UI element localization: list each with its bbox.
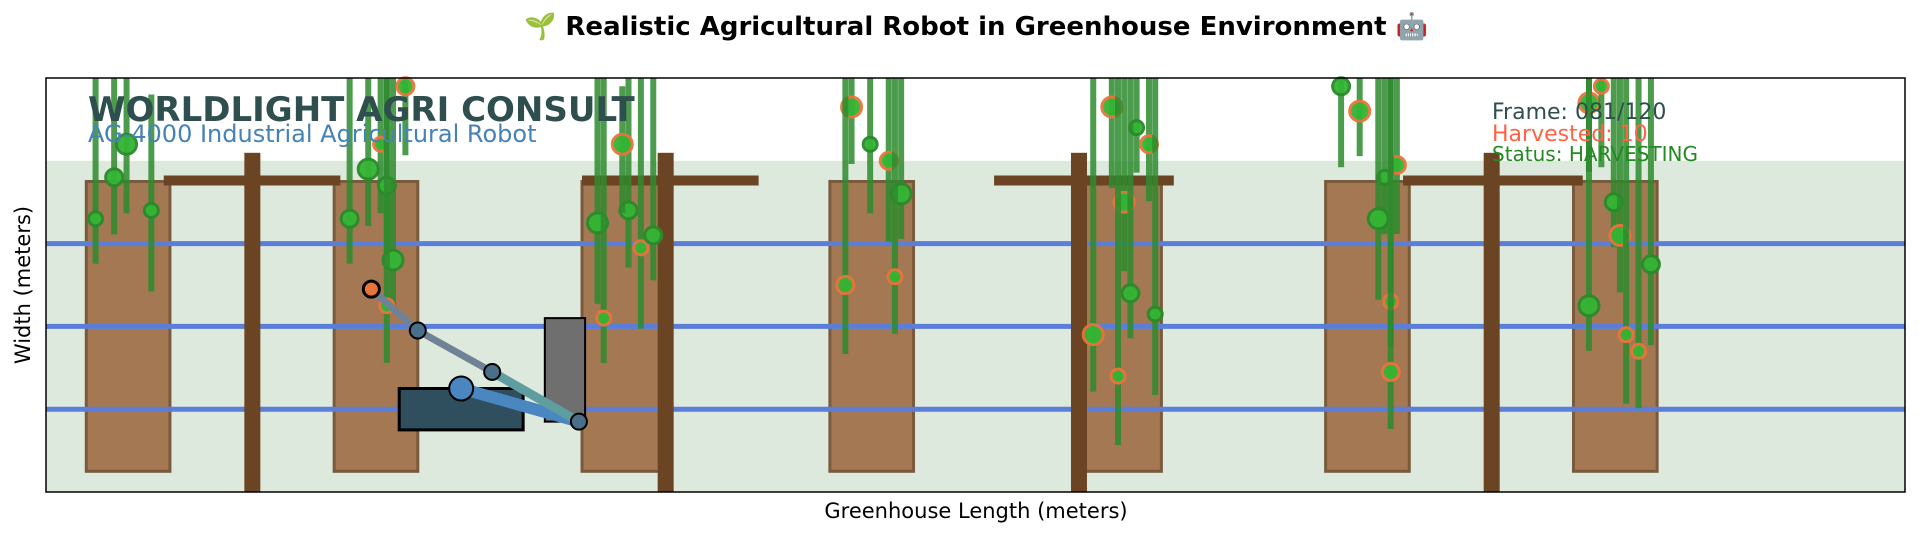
robot-joint <box>408 321 427 340</box>
chart-title: 🌱 Realistic Agricultural Robot in Greenh… <box>524 11 1428 42</box>
support-post <box>244 152 261 493</box>
robot-joint <box>569 412 588 431</box>
unripe-fruit <box>1146 305 1164 323</box>
support-crossbar <box>1403 175 1583 186</box>
ripe-fruit <box>1081 323 1105 347</box>
harvested-counter: Harvested: 10 <box>1492 122 1648 147</box>
ripe-fruit <box>1348 99 1372 123</box>
support-crossbar <box>163 175 341 186</box>
robot-joint <box>483 362 502 381</box>
ripe-fruit <box>1380 361 1401 382</box>
robot <box>361 279 588 432</box>
ripe-fruit <box>632 239 650 257</box>
ripe-fruit <box>835 275 856 295</box>
support-post <box>657 152 674 493</box>
frame-counter: Frame: 081/120 <box>1492 100 1666 125</box>
x-axis-label: Greenhouse Length (meters) <box>824 499 1127 523</box>
ripe-fruit <box>886 268 904 286</box>
robot-model: AG-4000 Industrial Agricultural Robot <box>88 120 537 148</box>
ripe-fruit <box>610 132 634 156</box>
unripe-fruit <box>142 201 160 219</box>
unripe-fruit <box>1331 76 1352 97</box>
robot-joint <box>448 375 475 402</box>
ripe-fruit <box>1617 326 1635 344</box>
unripe-fruit <box>356 157 380 181</box>
robot-forearm <box>487 367 584 427</box>
support-crossbar <box>994 175 1174 186</box>
plot-area: WORLDLIGHT AGRI CONSULT AG-4000 Industri… <box>45 76 1906 493</box>
ripe-fruit <box>1109 367 1127 385</box>
unripe-fruit <box>104 167 125 188</box>
unripe-fruit <box>1640 254 1661 275</box>
ripe-fruit <box>1592 77 1610 95</box>
ripe-fruit <box>595 309 613 327</box>
robot-status: Status: HARVESTING <box>1492 142 1698 166</box>
unripe-fruit <box>339 208 360 229</box>
unripe-fruit <box>861 135 879 153</box>
unripe-fruit <box>1120 283 1141 304</box>
y-axis-label: Width (meters) <box>11 206 35 364</box>
support-post <box>1483 152 1500 493</box>
company-name: WORLDLIGHT AGRI CONSULT <box>88 90 636 130</box>
unripe-fruit <box>1366 207 1390 231</box>
unripe-fruit <box>1577 294 1601 318</box>
robot-main-arm <box>455 382 585 428</box>
support-post <box>1070 152 1087 493</box>
unripe-fruit <box>87 210 105 228</box>
robot-gripper <box>361 279 381 299</box>
ripe-fruit <box>1630 342 1648 360</box>
unripe-fruit <box>115 132 139 156</box>
unripe-fruit <box>643 225 664 246</box>
plot-frame <box>45 77 1906 493</box>
support-crossbar <box>582 175 759 186</box>
